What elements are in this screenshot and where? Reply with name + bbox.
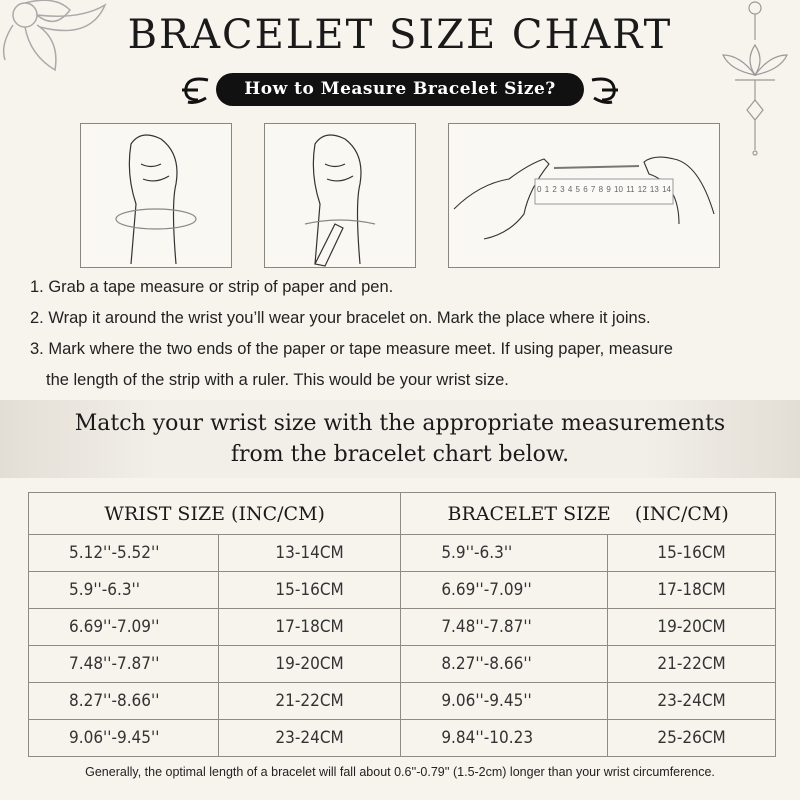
- banner-line: Match your wrist size with the appropria…: [74, 411, 726, 436]
- ruler-number: 0: [537, 185, 542, 194]
- table-row: 9.06''-9.45'' 23-24CM 9.84''-10.23 25-26CM: [28, 719, 776, 757]
- ruler-number: 1: [544, 185, 550, 194]
- ruler-scale: 0 1 2 3 4 5 6 7 8 9 10 11 12 13 14: [537, 185, 671, 194]
- bracelet-inch-cell: 7.48''-7.87'': [400, 608, 609, 646]
- left-flourish-icon: [182, 77, 209, 104]
- footer-note: Generally, the optimal length of a brace…: [85, 765, 715, 779]
- bracelet-size-header: BRACELET SIZE (INC/CM): [400, 492, 776, 535]
- table-row: 5.9''-6.3'' 15-16CM 6.69''-7.09'' 17-18CM: [28, 571, 776, 609]
- table-row: 6.69''-7.09'' 17-18CM 7.48''-7.87'' 19-20CM: [28, 608, 776, 646]
- instruction-step: 3. Mark where the two ends of the paper …: [30, 340, 673, 358]
- page-title: BRACELET SIZE CHART: [127, 12, 673, 58]
- bracelet-cm-cell: 21-22CM: [607, 645, 776, 683]
- illustration-wrap-wrist: [80, 123, 232, 268]
- ruler-number: 11: [626, 185, 635, 194]
- bracelet-inch-cell: 5.9''-6.3'': [400, 534, 609, 572]
- ruler-number: 7: [590, 185, 596, 194]
- size-chart-table: WRIST SIZE (INC/CM) BRACELET SIZE (INC/CM…: [27, 492, 776, 757]
- hand-wrist-tape-icon: [115, 134, 197, 265]
- wrist-cm-cell: 19-20CM: [217, 645, 402, 683]
- right-flourish-icon: [591, 77, 618, 104]
- bracelet-cm-cell: 17-18CM: [607, 571, 776, 609]
- subtitle-banner: How to Measure Bracelet Size?: [216, 73, 584, 106]
- wrist-inch-cell: 7.48''-7.87'': [28, 645, 219, 683]
- bracelet-inch-cell: 9.84''-10.23: [400, 719, 609, 757]
- mandala-ornament-icon: [2, 0, 107, 72]
- bracelet-cm-cell: 25-26CM: [607, 719, 776, 757]
- illustration-ruler-measure: 0 1 2 3 4 5 6 7 8 9 10 11 12 13 14: [448, 123, 720, 268]
- hands-ruler-icon: [453, 156, 715, 240]
- hand-wrist-pen-icon: [304, 134, 376, 267]
- wrist-cm-cell: 23-24CM: [217, 719, 402, 757]
- ruler-number: 6: [583, 185, 588, 194]
- wrist-inch-cell: 6.69''-7.09'': [28, 608, 219, 646]
- bracelet-inch-cell: 8.27''-8.66'': [400, 645, 609, 683]
- table-row: 5.12''-5.52'' 13-14CM 5.9''-6.3'' 15-16CM: [28, 534, 776, 572]
- wrist-cm-cell: 21-22CM: [217, 682, 402, 720]
- instruction-step: 2. Wrap it around the wrist you’ll wear …: [30, 309, 651, 327]
- ruler-number: 12: [637, 185, 647, 194]
- bracelet-cm-cell: 15-16CM: [607, 534, 776, 572]
- ruler-number: 3: [560, 185, 565, 194]
- ruler-number: 10: [614, 185, 623, 194]
- ruler-number: 5: [575, 185, 580, 194]
- wrist-inch-cell: 5.9''-6.3'': [28, 571, 219, 609]
- banner-line: from the bracelet chart below.: [230, 442, 570, 467]
- instruction-step-continued: the length of the strip with a ruler. Th…: [46, 371, 509, 389]
- table-header-row: WRIST SIZE (INC/CM) BRACELET SIZE (INC/CM…: [27, 492, 776, 535]
- instruction-step: 1. Grab a tape measure or strip of paper…: [30, 278, 394, 296]
- match-size-banner: Match your wrist size with the appropria…: [0, 400, 800, 478]
- lotus-ornament-icon: [722, 1, 788, 156]
- bracelet-inch-cell: 9.06''-9.45'': [400, 682, 609, 720]
- bracelet-cm-cell: 23-24CM: [607, 682, 776, 720]
- instructions-list: 1. Grab a tape measure or strip of paper…: [30, 272, 673, 396]
- ruler-number: 13: [649, 185, 659, 194]
- wrist-cm-cell: 15-16CM: [217, 571, 402, 609]
- wrist-cm-cell: 13-14CM: [217, 534, 402, 572]
- wrist-inch-cell: 5.12''-5.52'': [28, 534, 219, 572]
- table-row: 7.48''-7.87'' 19-20CM 8.27''-8.66'' 21-22CM: [28, 645, 776, 683]
- ruler-number: 14: [662, 185, 671, 194]
- ruler-number: 8: [598, 185, 604, 194]
- bracelet-inch-cell: 6.69''-7.09'': [400, 571, 609, 609]
- wrist-inch-cell: 9.06''-9.45'': [28, 719, 219, 757]
- illustration-mark-wrist: [264, 123, 416, 268]
- wrist-cm-cell: 17-18CM: [217, 608, 402, 646]
- wrist-inch-cell: 8.27''-8.66'': [28, 682, 219, 720]
- wrist-size-header: WRIST SIZE (INC/CM): [27, 492, 402, 535]
- ruler-number: 2: [552, 185, 557, 194]
- bracelet-cm-cell: 19-20CM: [607, 608, 776, 646]
- ruler-number: 4: [567, 185, 573, 194]
- ruler-number: 9: [606, 185, 611, 194]
- table-row: 8.27''-8.66'' 21-22CM 9.06''-9.45'' 23-24CM: [28, 682, 776, 720]
